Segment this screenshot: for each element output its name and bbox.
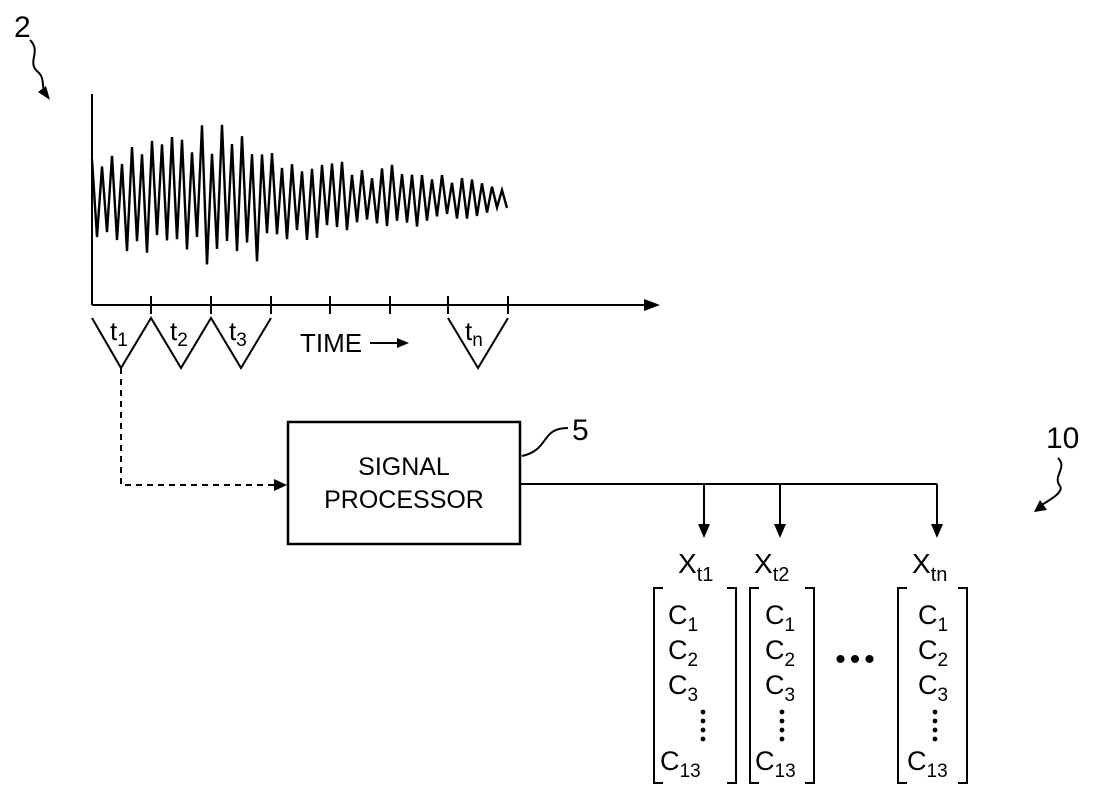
signal-processor-box: [286, 420, 522, 546]
time-axis-label: TIME: [300, 328, 362, 358]
coefficient-c1: C1: [668, 600, 698, 636]
vector-header: Xt2: [754, 548, 789, 586]
ref-label-vectors: 10: [1046, 422, 1079, 455]
bracket-right: [727, 587, 737, 784]
coefficient-c2: C2: [765, 635, 795, 671]
coefficient-c1: C1: [918, 600, 948, 636]
bracket-right: [958, 587, 968, 784]
coefficient-c1: C1: [765, 600, 795, 636]
coefficient-c3: C3: [765, 670, 795, 706]
bracket-left: [897, 587, 907, 784]
bracket-left: [653, 587, 663, 784]
feature-vector-xt2: Xt2 C1 C2 C3 C13: [749, 548, 815, 784]
bracket-right: [805, 587, 815, 784]
coefficient-c2: C2: [668, 635, 698, 671]
vector-ellipsis: •••: [835, 643, 879, 676]
speech-waveform: [90, 124, 509, 265]
processor-label-line2: PROCESSOR: [324, 486, 484, 514]
time-arrow-head: [397, 338, 409, 348]
window-label-t2: t2: [170, 316, 188, 351]
ref-arrowhead-vectors: [1034, 500, 1047, 512]
processor-label-line1: SIGNAL: [358, 453, 450, 481]
vector-header: Xt1: [678, 548, 713, 586]
window-label-t3: t3: [229, 316, 247, 351]
time-axis-arrowhead: [644, 299, 660, 311]
ref-arrowhead-waveform: [38, 86, 50, 100]
feature-vector-xtn: Xtn C1 C2 C3 C13: [897, 548, 968, 784]
ref-label-waveform: 2: [14, 11, 31, 44]
coefficient-c13: C13: [907, 746, 948, 782]
vertical-ellipsis: [700, 709, 706, 742]
coefficient-c2: C2: [918, 635, 948, 671]
coefficient-c13: C13: [660, 746, 701, 782]
window-label-t1: t1: [110, 316, 128, 351]
vertical-ellipsis: [932, 709, 938, 742]
analysis-window-tn: [447, 317, 509, 370]
vector-header: Xtn: [912, 548, 947, 586]
dashed-connector-arrowhead: [274, 479, 287, 491]
waveform-axes: [91, 94, 660, 314]
bracket-left: [749, 587, 759, 784]
dashed-connector: [120, 368, 275, 486]
coefficient-c3: C3: [668, 670, 698, 706]
ref-squiggle-vectors: [1039, 457, 1063, 507]
output-bus: [520, 483, 943, 538]
ref-label-processor: 5: [572, 414, 589, 447]
feature-vector-xt1: Xt1 C1 C2 C3 C13: [653, 548, 737, 784]
window-label-tn: tn: [465, 316, 483, 351]
ref-leader-processor: [521, 427, 569, 457]
vertical-ellipsis: [779, 709, 785, 742]
coefficient-c13: C13: [755, 746, 796, 782]
coefficient-c3: C3: [918, 670, 948, 706]
